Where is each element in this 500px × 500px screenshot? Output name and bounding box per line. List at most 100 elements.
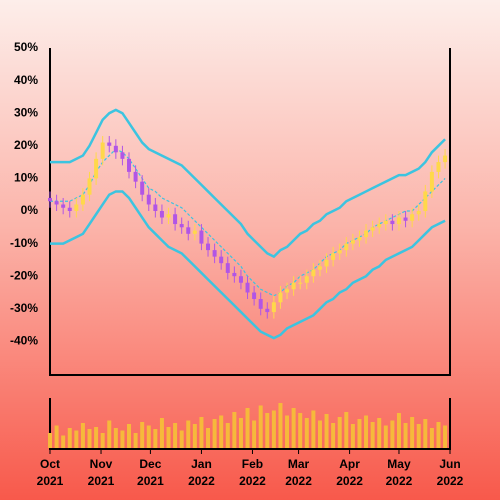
candle-body (159, 211, 164, 218)
candle-body (416, 211, 421, 215)
y-tick-label: 0% (21, 203, 39, 217)
candle-body (377, 224, 382, 228)
candle-body (317, 266, 322, 270)
volume-bar (54, 425, 59, 448)
band-line (50, 190, 446, 340)
candle-body (390, 220, 395, 225)
volume-bar (285, 415, 290, 448)
candle-body (285, 289, 290, 293)
volume-bar (173, 423, 178, 448)
volume-bar (74, 430, 79, 448)
candle-body (127, 158, 132, 172)
y-tick-label: 10% (14, 171, 38, 185)
candle-body (298, 282, 303, 284)
candle-body (370, 227, 375, 231)
candle-body (219, 256, 224, 264)
candle-body (278, 292, 283, 303)
y-tick-label: 40% (14, 73, 38, 87)
volume-bar (107, 420, 112, 448)
volume-bar (443, 425, 448, 448)
candle-body (258, 299, 263, 309)
candle-body (337, 250, 342, 254)
candle-body (67, 207, 72, 211)
y-tick-label: 30% (14, 105, 38, 119)
candle-body (54, 201, 59, 205)
volume-bar (67, 428, 72, 448)
candle-body (140, 181, 145, 195)
x-tick-label: Apr 2022 (336, 457, 363, 488)
x-tick-label: Feb 2022 (239, 457, 266, 488)
y-tick-label: -30% (10, 301, 38, 315)
band-line (50, 108, 446, 259)
x-tick-label: Jun 2022 (436, 457, 464, 488)
volume-bar (370, 422, 375, 448)
volume-bar (304, 418, 309, 448)
x-tick-label: May 2022 (385, 457, 413, 488)
volume-bar (429, 428, 434, 448)
volume-bar (146, 425, 151, 448)
candle-body (238, 276, 243, 283)
candle-body (107, 142, 112, 146)
volume-bar (120, 430, 125, 448)
candle-body (252, 292, 257, 300)
volume-bar (344, 412, 349, 448)
y-tick-label: 50% (14, 40, 38, 54)
volume-bar (199, 417, 204, 448)
candle-body (403, 217, 408, 221)
candle-body (133, 171, 138, 182)
volume-bar (416, 424, 421, 448)
candle-body (94, 158, 99, 179)
volume-bar (140, 422, 145, 448)
volume-bar (403, 423, 408, 448)
candle-body (429, 171, 434, 192)
candle-body (186, 227, 191, 234)
volume-bar (80, 423, 85, 448)
volume-bar (179, 430, 184, 448)
volume-bar (377, 418, 382, 448)
candle-body (443, 155, 448, 163)
volume-bar (186, 420, 191, 448)
candle-body (113, 145, 118, 153)
candle-body (344, 243, 349, 251)
volume-bar (212, 419, 217, 448)
candle-body (120, 152, 125, 159)
candle-body (179, 224, 184, 228)
candle-body (100, 142, 105, 159)
candle-body (423, 191, 428, 211)
volume-bar (100, 433, 105, 448)
volume-bar (331, 423, 336, 448)
volume-bar (271, 410, 276, 448)
volume-bar (311, 410, 316, 448)
volume-bar (410, 417, 415, 448)
volume-bar (298, 413, 303, 448)
volume-bar (232, 412, 237, 448)
y-tick-label: -10% (10, 236, 38, 250)
candle-body (192, 230, 197, 234)
x-tick-label: Dec 2021 (137, 457, 164, 488)
volume-bar (219, 415, 224, 448)
candle-body (436, 162, 441, 172)
volume-bar (245, 408, 250, 448)
candle-body (357, 237, 362, 241)
volume-bar (133, 433, 138, 448)
volume-bar (436, 422, 441, 448)
volume-bar (113, 428, 118, 448)
volume-bar (390, 420, 395, 448)
volume-bar (278, 403, 283, 448)
volume-bar (61, 435, 66, 448)
candle-body (225, 263, 230, 273)
volume-bar (127, 424, 132, 448)
candle-body (232, 272, 237, 277)
volume-bar (396, 413, 401, 448)
volume-bar (324, 414, 329, 448)
candle-body (311, 269, 316, 277)
y-tick-label: -40% (10, 334, 38, 348)
candle-body (265, 308, 270, 313)
volume-bar (337, 417, 342, 448)
volume-bar (317, 420, 322, 448)
candle-body (206, 243, 211, 251)
candle-body (212, 250, 217, 257)
volume-bar (252, 420, 257, 448)
volume-bar (364, 415, 369, 448)
